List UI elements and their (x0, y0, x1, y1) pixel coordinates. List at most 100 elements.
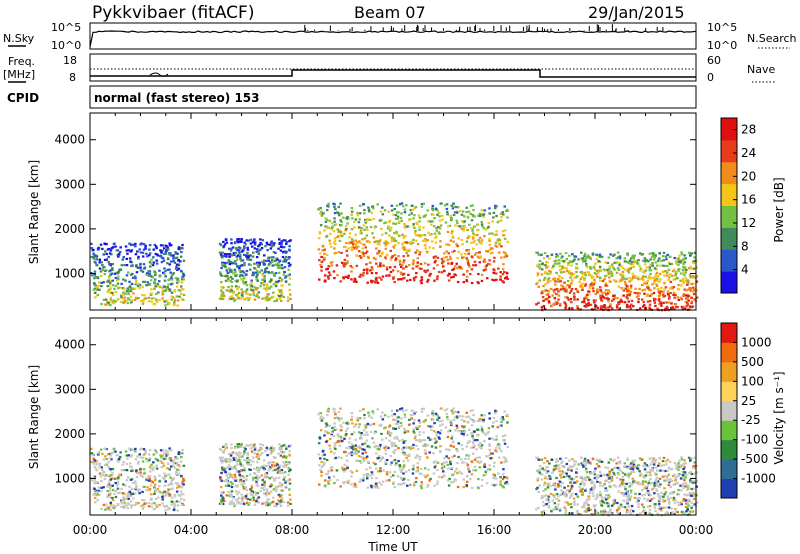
velocity-cell (105, 448, 108, 451)
velocity-cell (139, 474, 143, 477)
power-cell (495, 230, 498, 233)
power-cell (618, 264, 621, 267)
colorbar-tick-label: 20 (741, 169, 756, 183)
power-cell (547, 300, 551, 303)
power-cell (629, 262, 633, 265)
velocity-cell (287, 467, 291, 470)
power-cell (588, 286, 592, 290)
beam-title: Beam 07 (354, 3, 426, 22)
power-cell (254, 286, 257, 289)
velocity-cell (113, 477, 117, 480)
velocity-cell (495, 438, 498, 441)
power-cell (689, 274, 692, 277)
power-cell (400, 202, 404, 205)
power-cell (684, 300, 688, 303)
velocity-cell (424, 445, 428, 448)
velocity-cell (606, 497, 610, 500)
velocity-cell (330, 450, 333, 453)
power-cell (101, 247, 104, 250)
velocity-cell (674, 467, 678, 470)
velocity-cell (155, 452, 158, 455)
power-cell (264, 259, 268, 263)
power-cell (227, 277, 230, 280)
power-cell (667, 294, 670, 297)
velocity-cell (473, 420, 476, 423)
velocity-cell (368, 466, 372, 469)
velocity-cell (267, 476, 270, 479)
power-cell (384, 243, 388, 246)
velocity-cell (283, 464, 287, 467)
power-cell (496, 221, 500, 224)
power-cell (168, 268, 171, 271)
power-cell (129, 290, 133, 293)
velocity-cell (130, 493, 133, 496)
power-cell (495, 205, 499, 208)
power-cell (262, 262, 265, 265)
power-cell (394, 214, 398, 217)
power-cell (168, 253, 171, 256)
power-cell (638, 292, 641, 295)
velocity-cell (267, 469, 270, 472)
power-cell (97, 247, 100, 250)
power-cell (402, 236, 405, 239)
power-cell (420, 267, 423, 270)
power-cell (337, 205, 340, 209)
power-cell (587, 302, 590, 305)
power-cell (396, 217, 399, 220)
velocity-cell (502, 468, 505, 471)
power-cell (628, 305, 632, 308)
power-cell (637, 298, 640, 301)
power-cell (485, 264, 489, 267)
velocity-cell (469, 409, 473, 413)
power-cell (177, 247, 180, 250)
power-cell (690, 296, 693, 299)
power-cell (249, 258, 253, 261)
velocity-cell (466, 433, 469, 437)
velocity-cell (225, 474, 228, 477)
velocity-cell (156, 459, 159, 462)
power-cell (687, 282, 690, 285)
velocity-cell (111, 506, 114, 509)
power-cell (130, 264, 133, 267)
velocity-cell (147, 501, 150, 504)
power-cell (495, 245, 499, 248)
power-cell (161, 290, 164, 293)
power-cell (340, 212, 343, 215)
power-cell (326, 267, 329, 270)
power-cell (288, 240, 291, 243)
power-cell (472, 247, 475, 250)
power-cell (437, 211, 441, 214)
velocity-cell (379, 415, 383, 418)
velocity-cell (173, 495, 177, 498)
velocity-cell (276, 471, 280, 474)
power-cell (634, 276, 637, 279)
power-cell (267, 259, 270, 262)
power-cell (582, 300, 586, 304)
velocity-cell (263, 483, 266, 486)
power-cell (104, 269, 107, 273)
power-cell (469, 273, 472, 276)
power-cell (448, 244, 451, 247)
power-cell (125, 257, 128, 260)
velocity-cell (328, 444, 331, 447)
power-cell (628, 280, 631, 283)
power-cell (180, 251, 183, 254)
velocity-cell (376, 448, 380, 451)
power-cell (158, 280, 161, 283)
power-cell (639, 267, 643, 270)
velocity-cell (138, 453, 141, 456)
velocity-cell (166, 508, 170, 511)
velocity-cell (236, 444, 239, 447)
power-cell (129, 260, 132, 263)
velocity-cell (107, 460, 110, 464)
power-cell (494, 204, 497, 207)
power-cell (577, 258, 580, 261)
power-cell (603, 304, 606, 307)
power-cell (583, 252, 587, 255)
velocity-cell (379, 443, 382, 447)
power-cell (451, 230, 454, 233)
power-cell (472, 215, 475, 218)
velocity-cell (150, 505, 153, 508)
velocity-cell (126, 457, 129, 460)
velocity-cell (127, 502, 130, 505)
